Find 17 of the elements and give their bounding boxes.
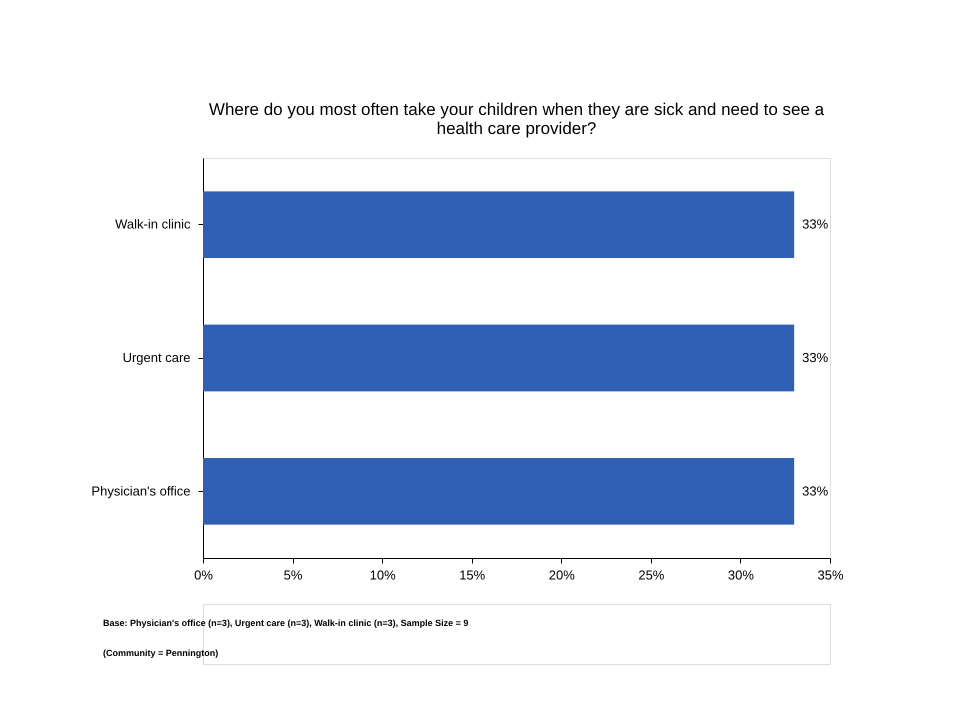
x-tick-label: 5%: [284, 568, 303, 582]
y-tick-label: Urgent care: [122, 350, 190, 365]
data-label: 33%: [802, 216, 829, 232]
text: (Community = Pennington): [103, 648, 218, 658]
x-tick-label: 20%: [548, 568, 576, 582]
x-tick-label: 25%: [638, 568, 665, 582]
y-tick-label: Walk-in clinic: [115, 216, 191, 232]
x-tick-label: 30%: [728, 568, 754, 582]
chart-title: Where do you most often take your children when they are sick and need to see a health care provider?: [208, 100, 825, 138]
x-tick-label: 0%: [194, 568, 214, 582]
data-label: 33%: [802, 350, 829, 365]
x-tick-label: 35%: [817, 568, 844, 582]
text: Base: Physician's office (n=3), Urgent care (n=3), Walk-in clinic (n=3), Sample Size = 9: [103, 618, 468, 628]
y-tick-label: Physician's office: [91, 483, 190, 498]
data-label: 33%: [802, 483, 829, 498]
x-tick-label: 10%: [370, 568, 396, 582]
x-tick-label: 15%: [459, 568, 486, 582]
